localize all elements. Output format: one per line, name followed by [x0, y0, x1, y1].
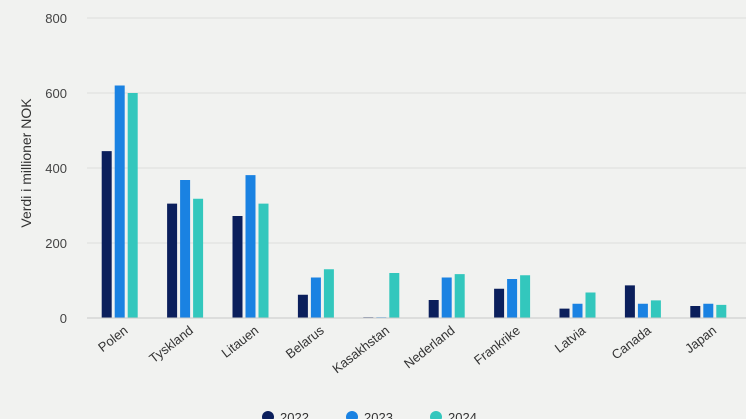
y-tick-label: 400 — [45, 161, 67, 176]
bar-2023-Polen[interactable] — [114, 85, 125, 319]
bar-2022-Polen[interactable] — [101, 151, 112, 318]
legend-label: 2024 — [448, 410, 477, 419]
x-category-label: Tyskland — [146, 323, 196, 366]
x-category-label: Polen — [95, 323, 130, 355]
bar-2022-Litauen[interactable] — [232, 216, 243, 318]
bar-2022-Canada[interactable] — [624, 285, 635, 318]
legend-item-2024[interactable]: 2024 — [430, 410, 477, 419]
legend-label: 2022 — [280, 410, 309, 419]
bar-2024-Belarus[interactable] — [323, 269, 334, 318]
x-category-label: Latvia — [552, 322, 589, 356]
x-category-label: Belarus — [283, 322, 327, 361]
y-tick-label: 600 — [45, 86, 67, 101]
bar-2024-Polen[interactable] — [127, 93, 138, 318]
y-tick-label: 200 — [45, 236, 67, 251]
bar-2024-Kasakhstan[interactable] — [389, 273, 400, 318]
bars — [101, 85, 727, 319]
bar-2024-Canada[interactable] — [650, 300, 661, 318]
y-axis-ticks: 0 200 400 600 800 — [45, 11, 67, 326]
bar-2023-Japan[interactable] — [703, 303, 714, 318]
legend-swatch — [430, 411, 442, 419]
gridlines — [87, 17, 746, 244]
legend[interactable]: 2022 2023 2024 — [262, 410, 477, 419]
bar-2024-Tyskland[interactable] — [193, 198, 204, 318]
bar-2023-Latvia[interactable] — [572, 303, 583, 318]
bar-2023-Canada[interactable] — [637, 303, 648, 318]
bar-2023-Belarus[interactable] — [310, 277, 321, 319]
legend-item-2022[interactable]: 2022 — [262, 410, 309, 419]
bar-2022-Japan[interactable] — [690, 306, 701, 318]
x-axis-category-labels: Polen Tyskland Litauen Belarus Kasakhstan Ned… — [95, 322, 719, 376]
legend-swatch — [262, 411, 274, 419]
x-category-label: Canada — [609, 322, 655, 362]
bar-2023-Litauen[interactable] — [245, 175, 256, 318]
bar-2024-Litauen[interactable] — [258, 203, 269, 318]
bar-2022-Tyskland[interactable] — [167, 203, 178, 318]
bar-2022-Latvia[interactable] — [559, 308, 570, 318]
bar-2022-Belarus[interactable] — [297, 294, 308, 318]
bar-2022-Frankrike[interactable] — [494, 288, 505, 318]
x-category-label: Nederland — [401, 323, 458, 372]
y-tick-label: 0 — [60, 311, 67, 326]
bar-2024-Latvia[interactable] — [585, 292, 596, 319]
bar-2023-Frankrike[interactable] — [507, 279, 518, 318]
x-category-label: Litauen — [218, 323, 261, 361]
bar-2023-Tyskland[interactable] — [180, 180, 191, 318]
bar-2022-Nederland[interactable] — [428, 300, 439, 318]
legend-swatch — [346, 411, 358, 419]
bar-2023-Nederland[interactable] — [441, 277, 452, 319]
bar-2024-Frankrike[interactable] — [520, 275, 531, 318]
y-tick-label: 800 — [45, 11, 67, 26]
legend-item-2023[interactable]: 2023 — [346, 410, 393, 419]
x-category-label: Japan — [682, 323, 719, 357]
legend-label: 2023 — [364, 410, 393, 419]
x-category-label: Kasakhstan — [329, 323, 392, 377]
bar-2024-Japan[interactable] — [716, 304, 727, 318]
x-category-label: Frankrike — [471, 323, 523, 368]
bar-2024-Nederland[interactable] — [454, 274, 465, 318]
y-axis-title: Verdi i millioner NOK — [18, 98, 34, 228]
